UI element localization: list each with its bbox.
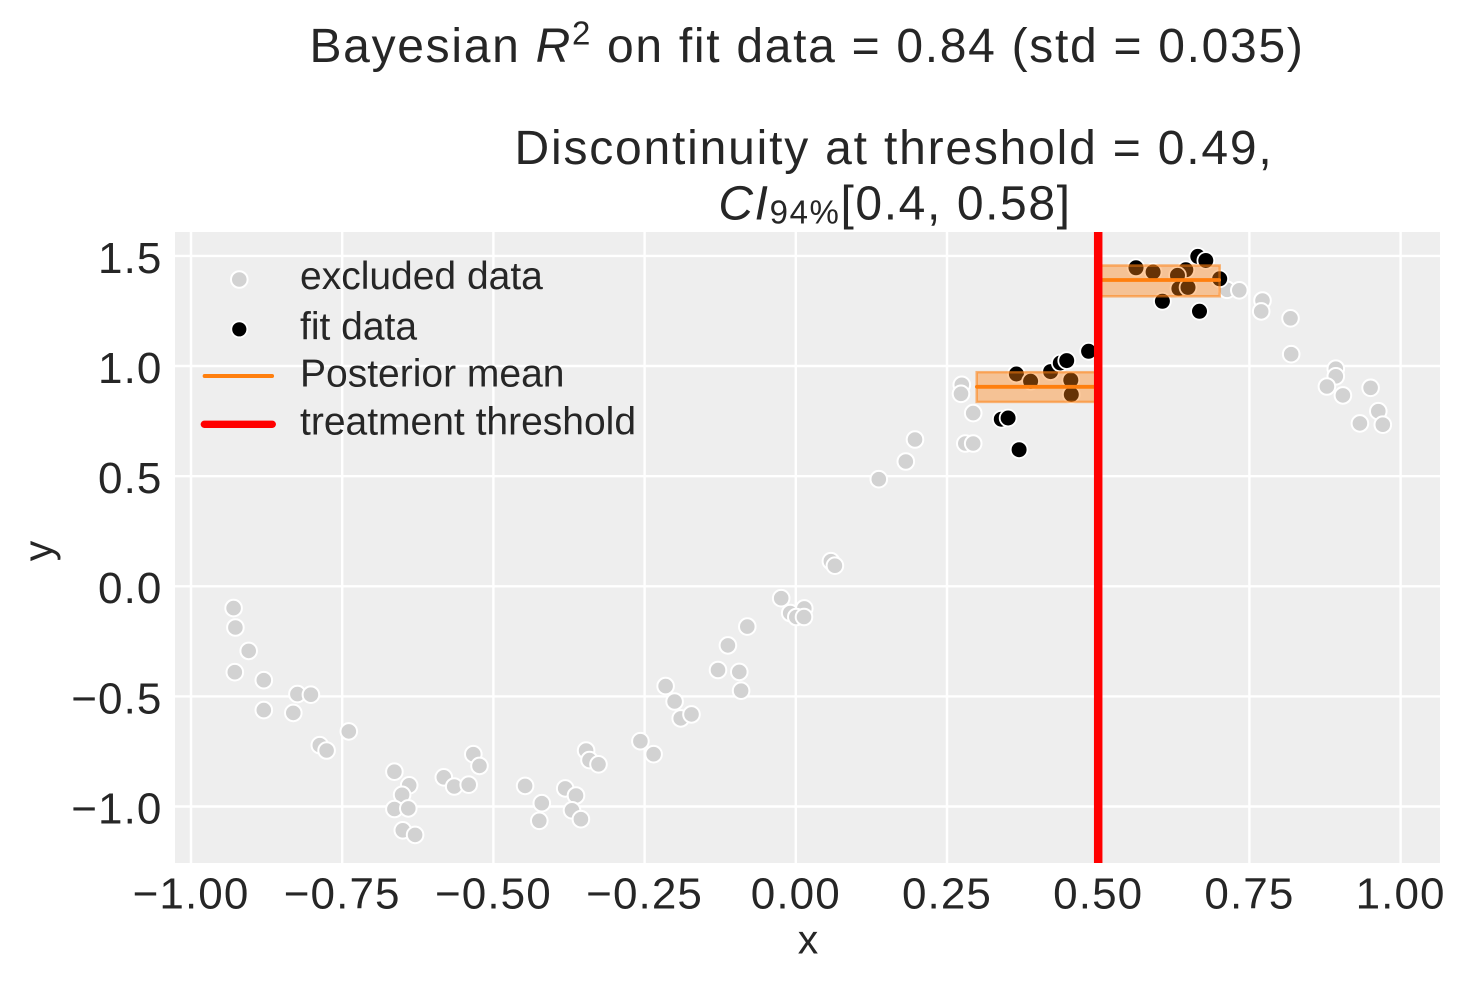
svg-text:Discontinuity at threshold = 0: Discontinuity at threshold = 0.49, [515, 122, 1274, 175]
svg-text:fit data: fit data [300, 305, 417, 348]
svg-text:0.75: 0.75 [1204, 869, 1294, 918]
svg-text:1.5: 1.5 [98, 234, 162, 283]
svg-text:CI94%[0.4, 0.58]: CI94%[0.4, 0.58] [718, 177, 1071, 230]
svg-text:Bayesian R2 on fit data = 0.84: Bayesian R2 on fit data = 0.84 (std = 0.… [309, 15, 1304, 74]
svg-text:excluded data: excluded data [300, 255, 543, 298]
svg-text:−1.00: −1.00 [133, 869, 250, 918]
svg-text:treatment threshold: treatment threshold [300, 401, 636, 444]
svg-text:0.0: 0.0 [98, 564, 162, 613]
svg-text:−0.50: −0.50 [435, 869, 552, 918]
svg-text:1.0: 1.0 [98, 344, 162, 393]
svg-text:0.25: 0.25 [902, 869, 992, 918]
svg-text:0.50: 0.50 [1053, 869, 1143, 918]
svg-text:y: y [15, 540, 61, 561]
svg-text:0.00: 0.00 [751, 869, 841, 918]
svg-text:1.00: 1.00 [1356, 869, 1446, 918]
svg-text:−0.5: −0.5 [71, 674, 162, 723]
svg-text:−0.75: −0.75 [284, 869, 401, 918]
svg-text:x: x [798, 917, 819, 963]
svg-text:0.5: 0.5 [98, 454, 162, 503]
svg-text:Posterior mean: Posterior mean [300, 352, 564, 395]
svg-text:−1.0: −1.0 [71, 784, 162, 833]
svg-text:−0.25: −0.25 [586, 869, 703, 918]
